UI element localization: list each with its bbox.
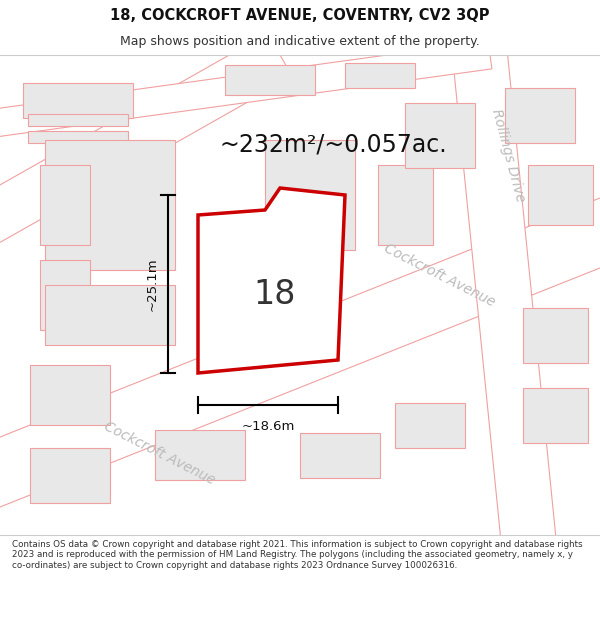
Polygon shape [40, 260, 90, 330]
Polygon shape [395, 402, 465, 448]
Polygon shape [505, 88, 575, 142]
Text: 18, COCKCROFT AVENUE, COVENTRY, CV2 3QP: 18, COCKCROFT AVENUE, COVENTRY, CV2 3QP [110, 8, 490, 23]
Polygon shape [28, 114, 128, 126]
Text: 18: 18 [254, 279, 296, 311]
Polygon shape [0, 195, 600, 510]
Text: Rollings Drive: Rollings Drive [489, 107, 527, 203]
Polygon shape [345, 62, 415, 88]
Polygon shape [23, 82, 133, 118]
Text: Cockcroft Avenue: Cockcroft Avenue [102, 419, 218, 487]
Text: Cockcroft Avenue: Cockcroft Avenue [382, 241, 498, 309]
Polygon shape [155, 430, 245, 480]
Polygon shape [523, 308, 587, 362]
Polygon shape [523, 388, 587, 442]
Polygon shape [452, 52, 557, 558]
Polygon shape [45, 140, 175, 270]
Polygon shape [30, 365, 110, 425]
Polygon shape [300, 432, 380, 478]
Polygon shape [0, 41, 492, 139]
Polygon shape [30, 448, 110, 503]
Text: Map shows position and indicative extent of the property.: Map shows position and indicative extent… [120, 35, 480, 48]
Polygon shape [527, 165, 593, 225]
Polygon shape [405, 102, 475, 168]
Polygon shape [45, 285, 175, 345]
Text: Contains OS data © Crown copyright and database right 2021. This information is : Contains OS data © Crown copyright and d… [12, 540, 583, 569]
Polygon shape [0, 33, 292, 247]
Polygon shape [225, 65, 315, 95]
Polygon shape [28, 131, 128, 143]
Text: ~232m²/~0.057ac.: ~232m²/~0.057ac. [220, 133, 448, 157]
Polygon shape [377, 165, 433, 245]
Polygon shape [40, 165, 90, 245]
Polygon shape [198, 188, 345, 373]
Polygon shape [265, 140, 355, 250]
Text: ~25.1m: ~25.1m [146, 258, 158, 311]
Text: ~18.6m: ~18.6m [241, 421, 295, 434]
